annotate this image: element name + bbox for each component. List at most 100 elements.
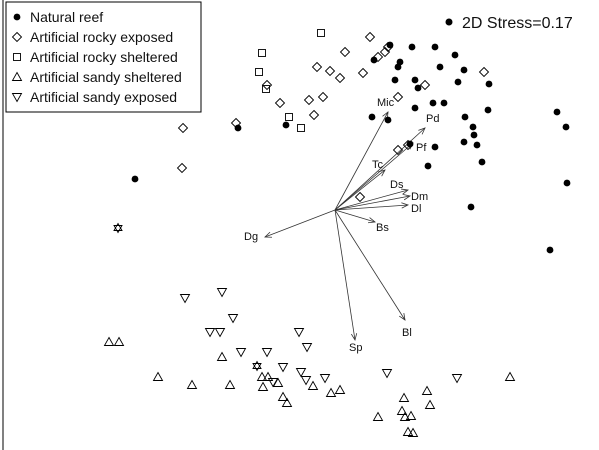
- data-point-filled-circle: [546, 246, 554, 254]
- data-point-filled-circle: [384, 116, 392, 124]
- vector-arrowhead-dl: [401, 202, 410, 209]
- vector-arrow-pf: [334, 142, 414, 211]
- data-point-open-triangle-up: [504, 371, 516, 381]
- legend-label: Artificial sandy exposed: [30, 89, 177, 105]
- data-point-filled-circle: [131, 175, 139, 183]
- data-point-open-triangle-up: [421, 385, 433, 395]
- vector-arrow-ds: [334, 189, 409, 211]
- data-point-open-triangle-down: [293, 328, 305, 338]
- vector-arrow-bl: [334, 209, 406, 321]
- vector-label-mic: Mic: [377, 97, 395, 109]
- data-point-star: [113, 222, 123, 234]
- data-point-open-triangle-up: [113, 336, 125, 346]
- data-point-filled-circle: [394, 63, 402, 71]
- data-point-open-triangle-down: [451, 374, 463, 384]
- legend-item: Artificial rocky sheltered: [13, 49, 178, 65]
- data-point-filled-circle: [436, 63, 444, 71]
- data-point-filled-circle: [429, 99, 437, 107]
- data-point-open-diamond: [419, 79, 431, 91]
- vector-arrowhead-sp: [350, 333, 358, 342]
- data-point-open-diamond: [357, 67, 369, 79]
- data-point-open-diamond: [334, 72, 346, 84]
- legend-item: Artificial sandy exposed: [11, 89, 177, 105]
- vector-arrowhead-pd: [418, 127, 426, 135]
- data-point-filled-circle: [562, 123, 570, 131]
- vector-arrowhead-dg: [264, 231, 273, 238]
- legend-symbol: [11, 71, 23, 81]
- data-point-open-triangle-up: [216, 351, 228, 361]
- data-point-open-triangle-down: [295, 368, 307, 378]
- data-point-filled-circle: [234, 124, 242, 132]
- data-point-open-triangle-up: [277, 391, 289, 401]
- legend-item: Artificial rocky exposed: [11, 29, 173, 45]
- data-point-filled-circle: [469, 123, 477, 131]
- vector-label-pf: Pf: [416, 142, 427, 154]
- legend-item: Artificial sandy sheltered: [11, 69, 182, 85]
- legend-symbol: [11, 93, 23, 103]
- vector-label-ds: Ds: [390, 179, 404, 191]
- data-point-open-triangle-down: [235, 348, 247, 358]
- data-point-open-square: [262, 85, 270, 93]
- legend-label: Artificial rocky sheltered: [30, 49, 178, 65]
- vector-label-bl: Bl: [402, 327, 412, 339]
- legend-label: Natural reef: [30, 9, 103, 25]
- vector-label-tc: Tc: [372, 159, 384, 171]
- data-point-open-diamond: [324, 65, 336, 77]
- vector-arrowhead-ds: [401, 188, 409, 195]
- data-point-open-triangle-up: [424, 399, 436, 409]
- data-point-open-triangle-down: [214, 328, 226, 338]
- data-point-open-diamond: [176, 162, 188, 174]
- data-point-open-diamond: [372, 51, 384, 63]
- data-point-open-diamond: [177, 122, 189, 134]
- data-point-open-diamond: [354, 191, 366, 203]
- data-point-open-square: [255, 68, 263, 76]
- vector-arrow-dl: [334, 204, 409, 211]
- data-point-open-triangle-up: [402, 426, 414, 436]
- vector-arrow-mic: [334, 111, 389, 211]
- legend-symbol: [13, 53, 21, 61]
- data-point-open-triangle-up: [256, 371, 268, 381]
- vector-arrow-bs: [334, 209, 376, 223]
- data-point-filled-circle: [485, 80, 493, 88]
- data-point-open-triangle-down: [204, 328, 216, 338]
- data-point-open-square: [258, 49, 266, 57]
- vector-arrowhead-tc: [378, 169, 386, 177]
- data-point-filled-circle: [431, 143, 439, 151]
- data-point-open-diamond: [311, 61, 323, 73]
- data-point-open-diamond: [364, 31, 376, 43]
- legend: Natural reef Artificial rocky exposed Arti…: [5, 1, 202, 113]
- data-point-open-triangle-up: [405, 410, 417, 420]
- data-point-open-triangle-up: [257, 381, 269, 391]
- data-point-open-triangle-down: [277, 363, 289, 373]
- data-point-open-triangle-down: [267, 378, 279, 388]
- data-point-open-triangle-down: [227, 314, 239, 324]
- vector-arrow-dm: [334, 195, 411, 211]
- data-point-filled-circle: [424, 162, 432, 170]
- stress-marker: [445, 18, 453, 26]
- data-point-filled-circle: [461, 113, 469, 121]
- data-point-filled-circle: [460, 138, 468, 146]
- vector-label-pd: Pd: [426, 113, 439, 125]
- legend-box: [5, 1, 202, 113]
- data-point-filled-circle: [440, 99, 448, 107]
- data-point-filled-circle: [563, 179, 571, 187]
- vector-label-sp: Sp: [349, 342, 362, 354]
- data-point-open-triangle-up: [224, 379, 236, 389]
- vector-label-dl: Dl: [411, 203, 421, 215]
- legend-symbol: [13, 13, 21, 21]
- data-point-filled-circle: [454, 78, 462, 86]
- data-point-open-triangle-down: [319, 374, 331, 384]
- data-point-star: [252, 360, 262, 372]
- data-point-open-square: [297, 124, 305, 132]
- vector-arrowhead-bs: [367, 217, 376, 224]
- vector-arrow-sp: [334, 209, 356, 341]
- data-point-filled-circle: [282, 121, 290, 129]
- data-point-filled-circle: [411, 104, 419, 112]
- data-point-open-triangle-up: [396, 405, 408, 415]
- data-point-open-diamond: [478, 66, 490, 78]
- data-point-open-triangle-up: [262, 371, 274, 381]
- stress-label: 2D Stress=0.17: [462, 15, 573, 32]
- data-point-filled-circle: [411, 76, 419, 84]
